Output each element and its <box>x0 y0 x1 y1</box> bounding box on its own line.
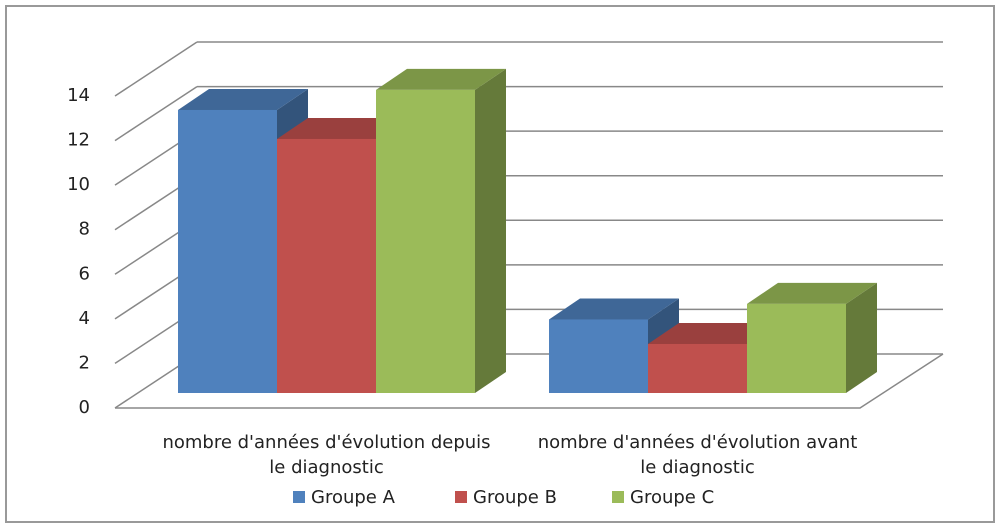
y-tick-label: 2 <box>79 352 90 373</box>
legend-swatch <box>612 491 624 503</box>
bar-top <box>277 117 407 139</box>
bar-top <box>648 322 778 344</box>
bar <box>277 138 376 393</box>
bar-top <box>747 282 877 304</box>
bar <box>376 89 475 394</box>
legend-swatch <box>293 491 305 503</box>
x-tick-label: nombre d'années d'évolution depuis le di… <box>162 432 491 478</box>
bar-top <box>178 88 308 110</box>
legend-swatch <box>455 491 467 503</box>
y-tick-label: 10 <box>67 174 90 195</box>
bar <box>648 343 747 393</box>
bar-top <box>376 68 506 90</box>
y-tick-label: 14 <box>67 85 90 106</box>
bar <box>747 303 846 393</box>
x-tick-label: nombre d'années d'évolution avant le dia… <box>537 432 858 478</box>
bar-side <box>475 68 506 394</box>
grid-diagonal <box>114 85 198 142</box>
legend-label: Groupe C <box>630 487 714 508</box>
y-tick-label: 0 <box>79 397 90 418</box>
bar-side <box>846 282 877 393</box>
legend-label: Groupe A <box>311 487 396 508</box>
y-tick-label: 4 <box>79 308 90 329</box>
bar-top <box>549 298 679 320</box>
grid-diagonal <box>114 41 198 97</box>
legend-label: Groupe B <box>473 487 557 508</box>
bar <box>549 319 648 393</box>
floor-edge <box>115 353 944 409</box>
y-tick-label: 8 <box>79 219 90 240</box>
y-tick-label: 6 <box>79 263 90 284</box>
y-tick-label: 12 <box>67 130 90 151</box>
bar <box>178 109 277 393</box>
